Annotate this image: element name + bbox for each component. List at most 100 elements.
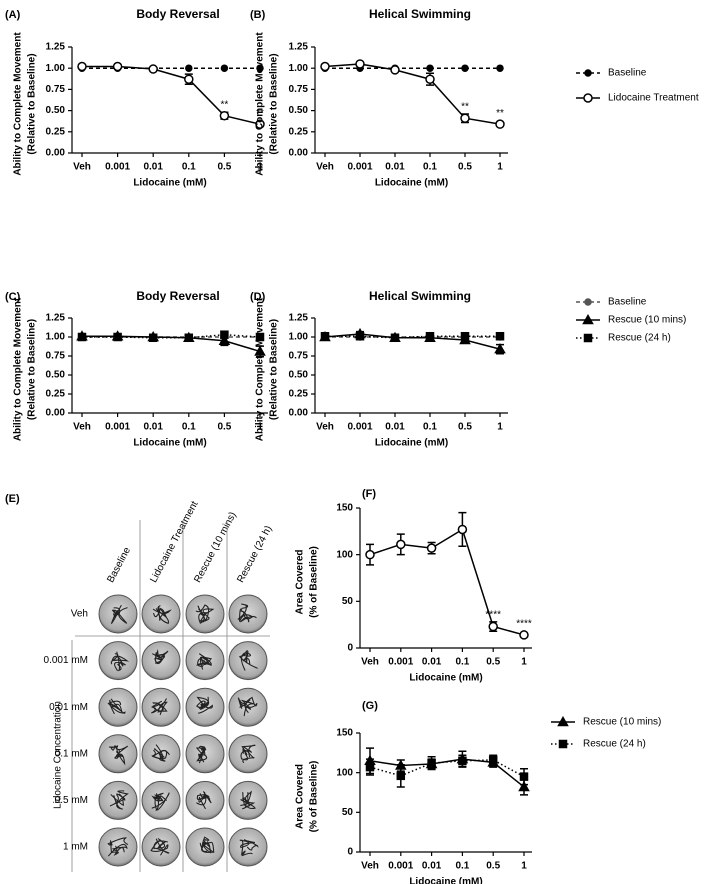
legend-label: Rescue (10 mins)	[608, 315, 686, 326]
y-axis-label: (Relative to Baseline)	[27, 53, 38, 154]
worm	[246, 840, 259, 851]
legend-label: Lidocaine Treatment	[608, 93, 699, 104]
chart-panel: (C) Body Reversal 0.00 0.25 0.50 0.75 1.00 1.25…	[5, 289, 268, 449]
marker	[488, 621, 498, 632]
x-axis-label: Lidocaine (mM)	[375, 178, 448, 189]
series-line	[369, 528, 525, 636]
legend-marker	[584, 298, 592, 306]
y-tick-label: 50	[342, 596, 354, 607]
y-axis-label: (% of Baseline)	[309, 546, 320, 618]
legend-marker	[558, 739, 568, 749]
y-tick-label: 0	[347, 847, 353, 858]
worm	[240, 839, 253, 857]
chart-panel: (D) Helical Swimming 0.00 0.25 0.50 0.75 1.00 1…	[250, 289, 686, 448]
worm	[107, 837, 129, 846]
x-tick-label: 0.1	[423, 162, 437, 173]
column-label: Lidocaine Treatment	[148, 499, 200, 584]
legend-marker	[583, 333, 593, 343]
x-tick-label: 0.01	[143, 162, 163, 173]
marker	[218, 334, 231, 346]
marker	[519, 772, 529, 781]
x-tick-label: 0.001	[347, 162, 372, 173]
x-tick-label: 0.01	[143, 422, 163, 433]
x-tick-label: 0.001	[388, 657, 413, 668]
worm	[151, 794, 167, 802]
x-axis-label: Lidocaine (mM)	[133, 438, 206, 449]
y-tick-label: 0.75	[289, 84, 309, 95]
worm	[115, 745, 129, 758]
x-tick-label: 0.1	[455, 861, 469, 872]
marker	[320, 331, 330, 341]
worm	[242, 791, 256, 809]
chart-panel: (G) 0 50 100 150 Veh 0.001 0.01 0.1 0.5 1 Lidocaine…	[295, 700, 662, 884]
x-tick-label: 0.5	[458, 162, 472, 173]
legend-label: Rescue (10 mins)	[583, 717, 661, 728]
y-tick-label: 1.25	[46, 313, 66, 324]
x-tick-label: 0.1	[423, 422, 437, 433]
series-line	[325, 335, 500, 339]
column-label: Rescue (24 h)	[235, 524, 274, 585]
y-axis-label: Ability to Complete Movement	[13, 297, 24, 441]
y-tick-label: 1.00	[289, 332, 309, 343]
y-tick-label: 1.00	[289, 63, 309, 74]
legend-label: Baseline	[608, 297, 647, 308]
worm	[110, 653, 130, 665]
marker	[148, 64, 158, 74]
marker	[494, 343, 506, 354]
significance-label: ****	[485, 610, 501, 621]
y-axis-label: Ability to Complete Movement	[13, 32, 24, 176]
worm	[196, 700, 209, 710]
y-tick-label: 0.25	[289, 126, 309, 137]
dish-image	[228, 734, 268, 774]
legend-marker	[557, 715, 569, 727]
worm	[156, 606, 170, 625]
worm	[108, 843, 128, 857]
dish-image	[228, 594, 268, 634]
y-tick-label: 1.25	[289, 313, 309, 324]
x-tick-label: 0.01	[422, 861, 442, 872]
marker	[255, 119, 265, 129]
x-axis-label: Lidocaine (mM)	[133, 178, 206, 189]
x-axis-label: Lidocaine (mM)	[409, 877, 482, 884]
legend-label: Rescue (24 h)	[608, 333, 671, 344]
column-label: Baseline	[105, 545, 133, 584]
worm	[151, 744, 168, 760]
row-label: 1 mM	[63, 842, 88, 853]
panel-label: (A)	[5, 9, 21, 21]
marker	[185, 64, 193, 72]
marker	[184, 74, 194, 84]
marker	[184, 333, 194, 343]
marker	[355, 59, 365, 69]
dish-image	[228, 641, 268, 681]
worm	[113, 790, 129, 810]
worm	[238, 649, 258, 669]
y-tick-label: 0.50	[289, 105, 309, 116]
y-tick-label: 0.25	[46, 389, 66, 400]
x-tick-label: 1	[257, 162, 263, 173]
y-tick-label: 100	[336, 549, 353, 560]
legend-marker	[582, 313, 594, 325]
chart-panel: (A) Body Reversal 0.00 0.25 0.50 0.75 1.00 1.25…	[5, 7, 268, 189]
x-tick-label: 0.01	[422, 657, 442, 668]
row-label: 0.5 mM	[55, 795, 88, 806]
marker	[495, 331, 505, 341]
series-line	[324, 63, 501, 125]
marker	[220, 330, 229, 339]
marker	[488, 755, 498, 765]
legend-marker	[584, 69, 592, 77]
worm	[109, 793, 126, 807]
worm	[151, 698, 167, 714]
y-tick-label: 0.50	[46, 105, 66, 116]
marker	[77, 61, 87, 72]
marker	[425, 74, 435, 84]
marker	[320, 61, 330, 72]
worm	[199, 836, 210, 853]
series-line	[324, 333, 501, 350]
panel-label: (C)	[5, 291, 21, 303]
x-tick-label: Veh	[316, 162, 334, 173]
worm	[110, 841, 125, 856]
y-tick-label: 0	[347, 643, 353, 654]
legend-marker	[583, 93, 593, 103]
